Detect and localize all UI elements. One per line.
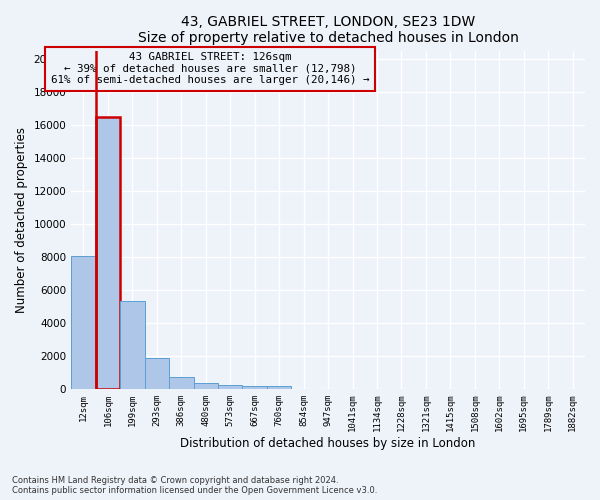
Bar — [120, 302, 145, 389]
Bar — [242, 386, 267, 389]
Bar — [95, 116, 120, 389]
Bar — [71, 256, 95, 389]
X-axis label: Distribution of detached houses by size in London: Distribution of detached houses by size … — [181, 437, 476, 450]
Bar — [194, 383, 218, 389]
Bar — [145, 358, 169, 389]
Text: 43 GABRIEL STREET: 126sqm
← 39% of detached houses are smaller (12,798)
61% of s: 43 GABRIEL STREET: 126sqm ← 39% of detac… — [50, 52, 369, 86]
Title: 43, GABRIEL STREET, LONDON, SE23 1DW
Size of property relative to detached house: 43, GABRIEL STREET, LONDON, SE23 1DW Siz… — [137, 15, 518, 45]
Bar — [267, 386, 292, 389]
Bar — [218, 386, 242, 389]
Y-axis label: Number of detached properties: Number of detached properties — [15, 126, 28, 312]
Text: Contains HM Land Registry data © Crown copyright and database right 2024.
Contai: Contains HM Land Registry data © Crown c… — [12, 476, 377, 495]
Bar — [169, 378, 194, 389]
